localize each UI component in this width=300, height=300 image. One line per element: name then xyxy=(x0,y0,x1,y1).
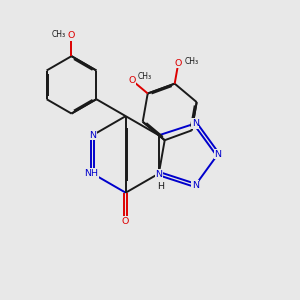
Text: N: N xyxy=(192,181,199,190)
Text: CH₃: CH₃ xyxy=(184,57,199,66)
Text: N: N xyxy=(214,150,221,159)
Text: CH₃: CH₃ xyxy=(138,72,152,81)
Text: NH: NH xyxy=(84,169,98,178)
Text: H: H xyxy=(157,182,164,191)
Text: O: O xyxy=(67,31,75,40)
Text: O: O xyxy=(122,217,129,226)
Text: N: N xyxy=(192,119,199,128)
Text: CH₃: CH₃ xyxy=(51,30,65,39)
Text: N: N xyxy=(89,131,96,140)
Text: O: O xyxy=(128,76,136,85)
Text: O: O xyxy=(175,59,182,68)
Text: N: N xyxy=(155,169,162,178)
